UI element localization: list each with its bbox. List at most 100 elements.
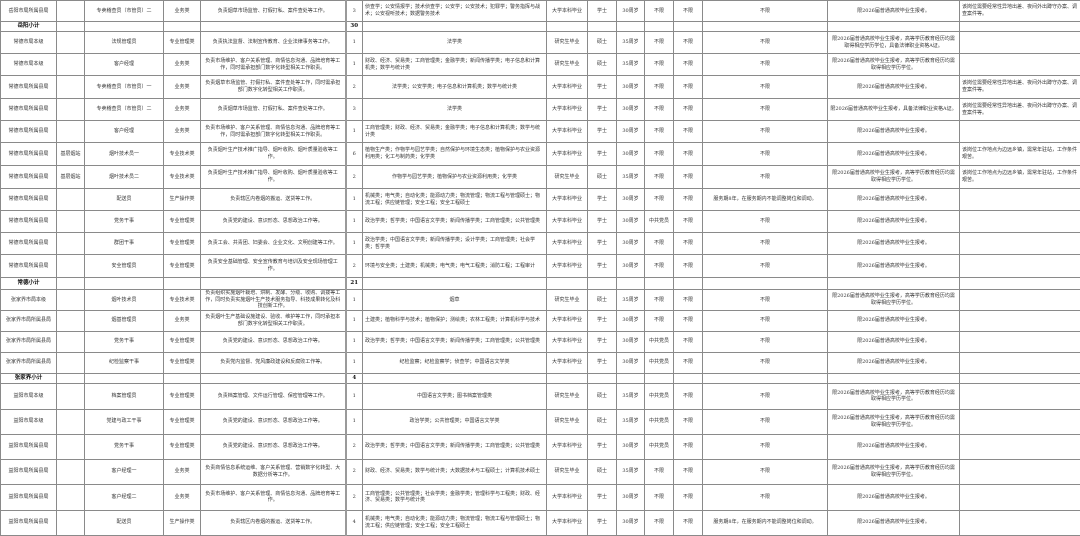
cell-remarks [960, 290, 1080, 311]
empty-cell [617, 278, 645, 290]
cell-education: 研究生毕业 [547, 459, 588, 484]
empty-cell [674, 373, 703, 383]
cell-remarks [960, 510, 1080, 535]
empty-cell [164, 373, 201, 383]
cell-unit: 益阳市局所属县局 [1, 459, 57, 484]
cell-other-1: 不限 [674, 32, 703, 54]
cell-other-1: 不限 [674, 255, 703, 278]
cell-other-1: 不限 [674, 510, 703, 535]
cell-other-requirements: 不限 [703, 166, 828, 189]
cell-duties: 负责档案管理、文件运行管理、保密管理等工作。 [201, 383, 346, 409]
cell-position: 烟叶技术员二 [85, 166, 164, 189]
cell-age: 30周岁 [617, 255, 645, 278]
cell-education: 大学本科毕业 [547, 1, 588, 22]
cell-other-requirements: 不限 [703, 1, 828, 22]
cell-duties: 负责辖区内卷烟的搬运、送货等工作。 [201, 510, 346, 535]
cell-count: 2 [346, 484, 363, 510]
cell-degree: 学士 [588, 211, 617, 233]
cell-position: 党务干事 [85, 211, 164, 233]
cell-duties: 负责党的建设、意识形态、思想政治工作等。 [201, 211, 346, 233]
cell-major: 侦查学；公安情报学；技术侦查学；公安学；公安技术；犯罪学；警务指挥与战术；公安视… [363, 1, 547, 22]
cell-education: 大学本科毕业 [547, 510, 588, 535]
cell-category: 专业管理类 [164, 211, 201, 233]
cell-age: 30周岁 [617, 310, 645, 331]
cell-target: 限2026届普通高校毕业生报考。 [828, 434, 960, 459]
cell-department [57, 310, 85, 331]
cell-category: 专业管理类 [164, 255, 201, 278]
cell-political-status: 不限 [645, 459, 674, 484]
cell-unit: 常德市局所属县局 [1, 189, 57, 211]
cell-education: 大学本科毕业 [547, 121, 588, 143]
empty-cell [703, 278, 828, 290]
cell-remarks [960, 459, 1080, 484]
cell-count: 2 [346, 166, 363, 189]
cell-other-requirements: 不限 [703, 32, 828, 54]
cell-other-1: 不限 [674, 331, 703, 352]
table-row: 常德市局所属县局专卖稽查员（市管员）一业务类负责烟草市场监管、打假打私、案件查处… [1, 76, 1080, 99]
cell-duties: 负责工会、共青团、妇委会、企业文化、文明创建等工作。 [201, 233, 346, 255]
cell-target: 限2026届普通高校毕业生报考。 [828, 510, 960, 535]
cell-category: 业务类 [164, 1, 201, 22]
cell-degree: 学士 [588, 121, 617, 143]
cell-count: 2 [346, 434, 363, 459]
empty-cell [960, 278, 1080, 290]
cell-major: 法学类 [363, 32, 547, 54]
cell-count: 1 [346, 121, 363, 143]
cell-education: 大学本科毕业 [547, 484, 588, 510]
cell-remarks [960, 32, 1080, 54]
cell-major: 作物学与园艺学类；植物保护与农业资源利用类；化学类 [363, 166, 547, 189]
cell-duties: 负责辖区内卷烟的搬运、送货等工作。 [201, 189, 346, 211]
cell-age: 30周岁 [617, 76, 645, 99]
cell-political-status: 不限 [645, 484, 674, 510]
cell-target: 限2026届普通高校毕业生报考，高等学历教育经历均需取得相应学历学位，具备法律职… [828, 32, 960, 54]
cell-age: 30周岁 [617, 211, 645, 233]
cell-count: 1 [346, 54, 363, 76]
table-row: 常德市局本级客户经理业务类负责市场维护、客户关系管理、商情信息沟通、品牌培育等工… [1, 54, 1080, 76]
cell-age: 30周岁 [617, 352, 645, 373]
cell-department [57, 484, 85, 510]
cell-position: 客户经理二 [85, 484, 164, 510]
table-row: 张家界市局所属县局烟基管理员业务类负责烟叶生产基础设施建设、验收、维护等工作，同… [1, 310, 1080, 331]
cell-unit: 益阳市局所属县局 [1, 484, 57, 510]
cell-major: 政治学类；哲学类；中国语言文学类；新闻传播学类；工商管理类；公共管理类 [363, 331, 547, 352]
empty-cell [201, 278, 346, 290]
cell-position: 党务干事 [85, 331, 164, 352]
cell-age: 30周岁 [617, 484, 645, 510]
cell-other-1: 不限 [674, 459, 703, 484]
cell-department [57, 255, 85, 278]
cell-major: 工商管理类；财政、经济、贸易类；金融学类；电子信息和计算机类；数学与统计类 [363, 121, 547, 143]
cell-education: 大学本科毕业 [547, 310, 588, 331]
cell-political-status: 中共党员 [645, 331, 674, 352]
cell-degree: 学士 [588, 99, 617, 121]
cell-other-requirements: 不限 [703, 255, 828, 278]
cell-unit: 常德市局所属县局 [1, 76, 57, 99]
cell-count: 6 [346, 143, 363, 166]
cell-unit: 张家界市局所属县局 [1, 352, 57, 373]
cell-degree: 硕士 [588, 54, 617, 76]
cell-political-status: 不限 [645, 54, 674, 76]
cell-count: 1 [346, 32, 363, 54]
cell-target: 限2026届普通高校毕业生报考。 [828, 233, 960, 255]
cell-political-status: 中共党员 [645, 434, 674, 459]
empty-cell [828, 22, 960, 32]
cell-duties: 负责商情信息系统运维、客户关系管理、营销数字化转型、大数据分析等工作。 [201, 459, 346, 484]
cell-other-requirements: 不限 [703, 99, 828, 121]
cell-education: 大学本科毕业 [547, 233, 588, 255]
cell-department [57, 211, 85, 233]
cell-other-requirements: 不限 [703, 331, 828, 352]
cell-category: 业务类 [164, 310, 201, 331]
empty-cell [57, 22, 85, 32]
cell-political-status: 中共党员 [645, 352, 674, 373]
cell-other-requirements: 不限 [703, 310, 828, 331]
cell-duties: 负责市场维护、客户关系管理、商情信息沟通、品牌培育等工作。 [201, 484, 346, 510]
cell-category: 专业管理类 [164, 331, 201, 352]
empty-cell [645, 373, 674, 383]
cell-other-1: 不限 [674, 211, 703, 233]
cell-political-status: 不限 [645, 1, 674, 22]
cell-age: 35周岁 [617, 290, 645, 311]
empty-cell [828, 373, 960, 383]
cell-other-1: 不限 [674, 409, 703, 434]
cell-education: 大学本科毕业 [547, 189, 588, 211]
